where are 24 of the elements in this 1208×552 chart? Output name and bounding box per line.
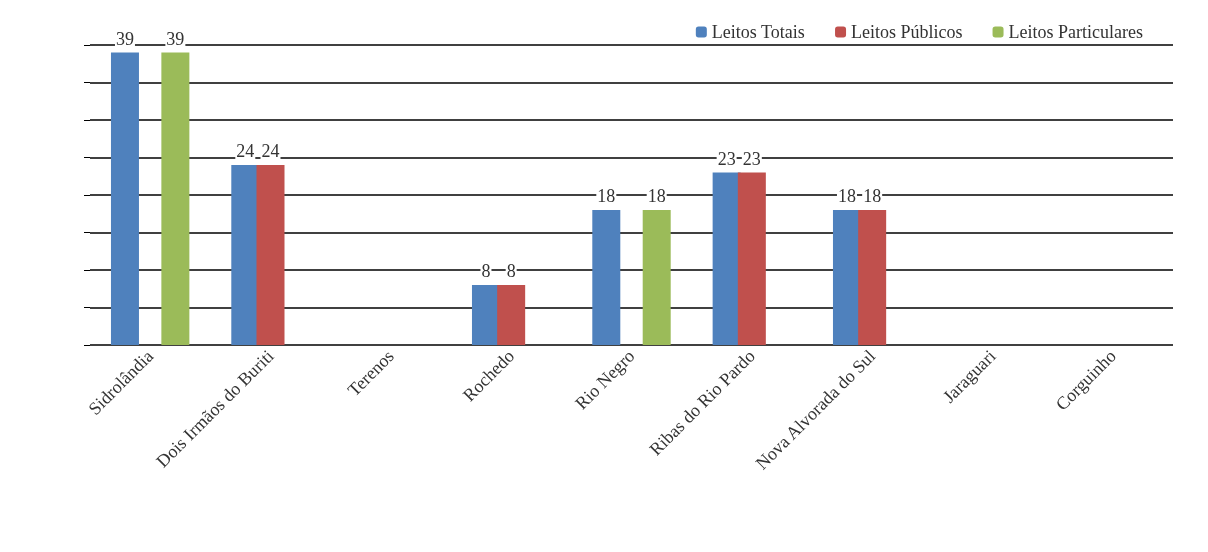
bar	[737, 172, 766, 345]
legend-label: Leitos Particulares	[1008, 22, 1144, 42]
bar	[858, 210, 887, 345]
data-label: 24	[261, 141, 280, 161]
bar	[256, 165, 285, 345]
data-label: 39	[115, 28, 134, 49]
data-label: 8	[481, 261, 491, 281]
legend-label: Leitos Totais	[711, 22, 805, 42]
data-label: 23	[742, 148, 761, 169]
data-label: 18	[597, 186, 616, 206]
bar	[161, 52, 190, 345]
data-label: 24	[236, 141, 255, 161]
bar	[592, 210, 621, 345]
data-label: 18	[863, 186, 882, 206]
data-label: 18	[647, 186, 666, 206]
data-label: 18	[837, 186, 856, 206]
bar	[497, 285, 526, 345]
bar	[110, 52, 139, 345]
bar	[231, 165, 260, 345]
data-label: 8	[506, 261, 516, 281]
legend-label: Leitos Públicos	[851, 22, 963, 42]
data-label: 23	[717, 148, 736, 169]
bar	[642, 210, 671, 345]
data-label: 39	[166, 28, 185, 49]
